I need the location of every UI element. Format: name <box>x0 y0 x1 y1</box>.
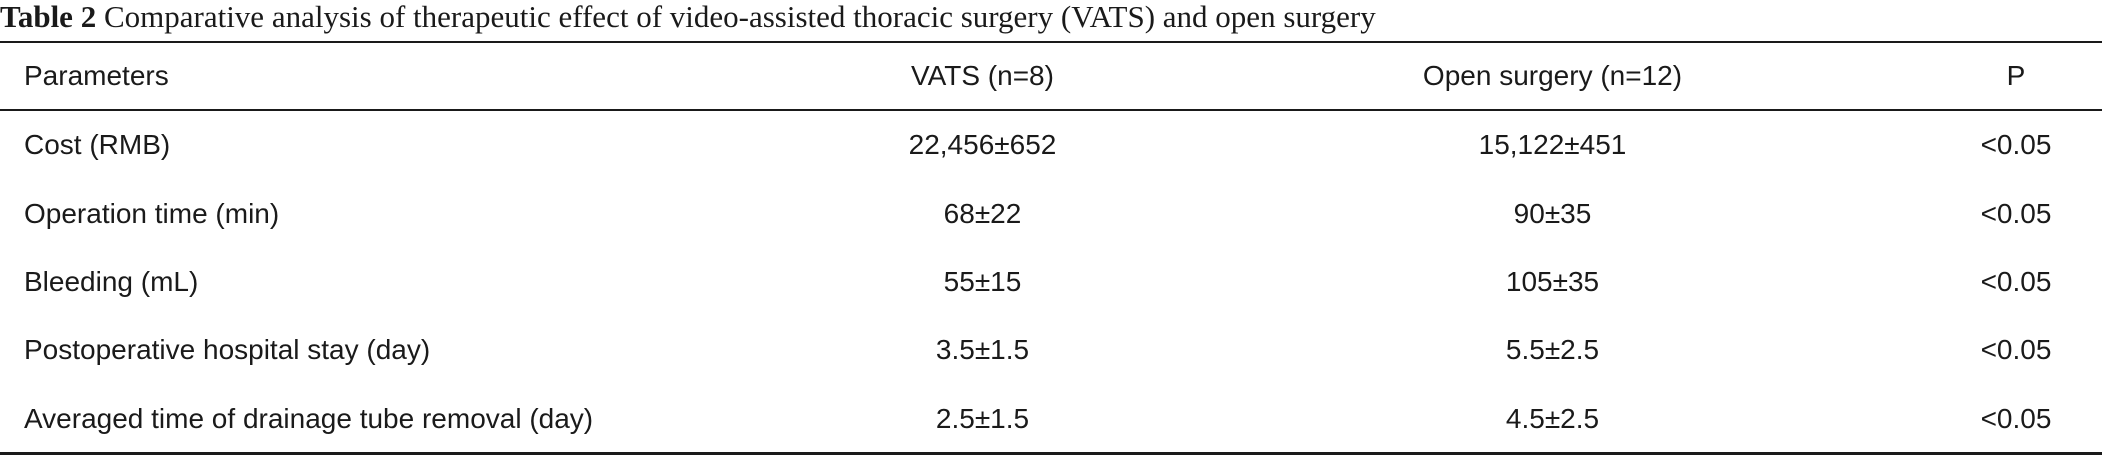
row-p-value: <0.05 <box>1980 129 2052 161</box>
row-parameter: Cost (RMB) <box>24 129 171 161</box>
row-parameter: Operation time (min) <box>24 197 280 229</box>
row-p-value: <0.05 <box>1980 334 2052 366</box>
table-top-rule <box>0 41 2102 43</box>
row-vats-value: 2.5±1.5 <box>935 402 1030 434</box>
row-vats-value: 55±15 <box>943 265 1022 297</box>
row-open-surgery-value: 4.5±2.5 <box>1505 402 1600 434</box>
row-p-value: <0.05 <box>1980 265 2052 297</box>
table-row: Operation time (min) 68±22 90±35 <0.05 <box>0 179 2102 247</box>
row-parameter: Bleeding (mL) <box>24 265 199 297</box>
table-row: Cost (RMB) 22,456±652 15,122±451 <0.05 <box>0 111 2102 179</box>
row-parameter: Postoperative hospital stay (day) <box>24 334 431 366</box>
row-p-value: <0.05 <box>1980 197 2052 229</box>
header-open-surgery: Open surgery (n=12) <box>1422 60 1683 91</box>
table-caption-text: Comparative analysis of therapeutic effe… <box>103 0 1376 34</box>
header-p-value: P <box>2006 60 2026 91</box>
comparison-table: Parameters VATS (n=8) Open surgery (n=12… <box>0 43 2102 453</box>
header-vats: VATS (n=8) <box>911 60 1054 91</box>
row-open-surgery-value: 15,122±451 <box>1478 129 1627 161</box>
row-open-surgery-value: 5.5±2.5 <box>1505 334 1600 366</box>
table-caption-label: Table 2 <box>0 0 97 34</box>
table-row: Averaged time of drainage tube removal (… <box>0 385 2102 453</box>
row-vats-value: 3.5±1.5 <box>935 334 1030 366</box>
table-header-rule <box>0 109 2102 111</box>
table-row: Postoperative hospital stay (day) 3.5±1.… <box>0 316 2102 384</box>
table-row: Bleeding (mL) 55±15 105±35 <0.05 <box>0 248 2102 316</box>
row-open-surgery-value: 90±35 <box>1513 197 1592 229</box>
table-bottom-rule <box>0 452 2102 455</box>
row-p-value: <0.05 <box>1980 402 2052 434</box>
table-caption: Table 2 Comparative analysis of therapeu… <box>0 0 1376 40</box>
row-parameter: Averaged time of drainage tube removal (… <box>24 402 594 434</box>
table-header-row: Parameters VATS (n=8) Open surgery (n=12… <box>0 43 2102 109</box>
header-parameters: Parameters <box>24 60 169 91</box>
row-vats-value: 68±22 <box>943 197 1022 229</box>
row-vats-value: 22,456±652 <box>908 129 1057 161</box>
row-open-surgery-value: 105±35 <box>1505 265 1600 297</box>
